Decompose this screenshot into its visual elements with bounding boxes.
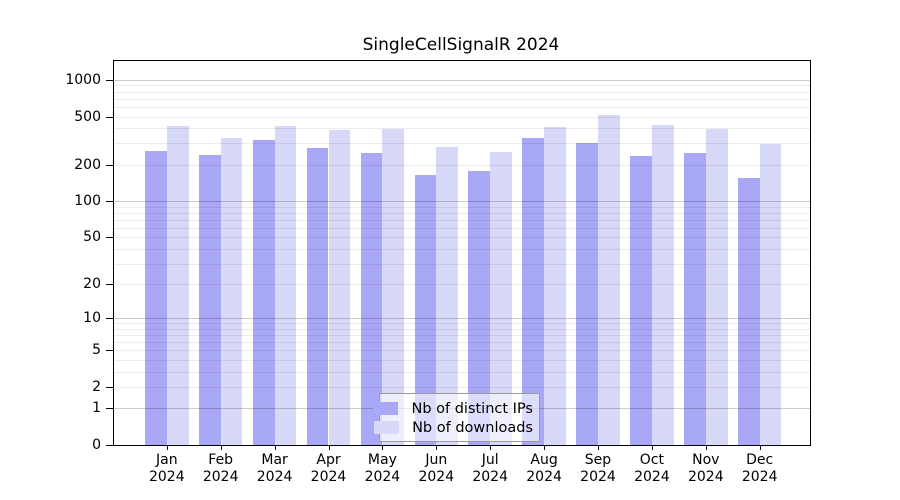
gridline-major — [114, 79, 810, 81]
gridline-minor — [114, 116, 810, 118]
bar-distinct-ips-jun — [414, 175, 437, 445]
x-axis-tick — [490, 445, 492, 450]
x-axis-tick — [274, 445, 276, 450]
x-tick-label: Oct 2024 — [634, 452, 670, 485]
legend-entry: Nb of distinct IPs — [373, 399, 533, 418]
y-tick-label: 1 — [92, 400, 101, 417]
x-tick-label: Sep 2024 — [580, 452, 616, 485]
x-axis-tick — [598, 445, 599, 450]
bar-distinct-ips-sep — [576, 143, 598, 445]
bar-distinct-ips-aug — [522, 138, 545, 445]
bar-downloads-mar — [274, 125, 297, 445]
y-axis-tick — [106, 164, 113, 166]
x-tick-label: Nov 2024 — [687, 452, 724, 485]
y-axis-tick — [106, 284, 113, 286]
x-tick-label: Mar 2024 — [256, 452, 293, 485]
y-axis-tick — [106, 350, 113, 352]
bar-downloads-aug — [544, 126, 566, 445]
y-tick-label: 500 — [74, 108, 101, 125]
gridline-minor — [114, 85, 810, 87]
bar-downloads-nov — [705, 128, 728, 445]
bar-distinct-ips-feb — [198, 154, 221, 445]
y-axis-tick — [106, 386, 113, 388]
x-axis-tick — [166, 445, 168, 450]
x-axis-tick — [544, 445, 546, 450]
x-tick-label: Feb 2024 — [202, 452, 239, 485]
bar-downloads-sep — [598, 114, 620, 445]
bar-distinct-ips-jul — [468, 171, 491, 445]
bar-downloads-jul — [490, 151, 512, 445]
y-tick-label: 10 — [83, 310, 101, 327]
x-tick-label: Apr 2024 — [310, 452, 347, 485]
x-tick-label: Jun 2024 — [418, 452, 455, 485]
x-tick-label: May 2024 — [364, 452, 401, 485]
y-tick-label: 200 — [74, 156, 101, 173]
legend: Nb of distinct IPs Nb of downloads — [373, 393, 540, 442]
x-axis-tick — [651, 445, 653, 450]
y-axis-tick — [106, 201, 113, 203]
x-tick-label: Jan 2024 — [148, 452, 185, 485]
x-axis-tick — [759, 445, 761, 450]
bar-downloads-jun — [436, 146, 459, 445]
bar-distinct-ips-may — [360, 152, 383, 445]
legend-swatch-downloads — [374, 421, 400, 434]
y-tick-label: 20 — [83, 276, 101, 293]
bar-distinct-ips-dec — [737, 178, 760, 445]
y-axis-tick — [106, 79, 113, 81]
bar-distinct-ips-mar — [252, 140, 275, 445]
gridline-minor — [114, 98, 810, 100]
bar-downloads-may — [382, 128, 405, 445]
gridline-minor — [114, 106, 810, 108]
bar-downloads-oct — [651, 124, 674, 445]
legend-label: Nb of downloads — [412, 419, 533, 436]
y-tick-label: 100 — [74, 193, 101, 210]
y-axis-tick — [106, 445, 113, 446]
bar-distinct-ips-apr — [306, 147, 329, 445]
y-axis-tick — [106, 237, 113, 239]
y-tick-label: 0 — [92, 437, 101, 453]
x-tick-label: Jul 2024 — [472, 452, 508, 485]
x-axis-tick — [220, 445, 222, 450]
bar-downloads-jan — [166, 126, 189, 445]
x-tick-label: Dec 2024 — [741, 452, 778, 485]
chart-title: SingleCellSignalR 2024 — [362, 35, 560, 55]
y-tick-label: 50 — [83, 229, 101, 246]
x-axis-tick — [705, 445, 707, 450]
y-tick-label: 1000 — [65, 71, 101, 88]
x-axis-tick — [382, 445, 384, 450]
y-axis-tick — [106, 318, 113, 320]
y-tick-label: 2 — [92, 378, 101, 395]
y-tick-label: 5 — [92, 342, 101, 359]
bar-distinct-ips-nov — [684, 153, 706, 445]
x-tick-label: Aug 2024 — [526, 452, 562, 485]
bar-downloads-apr — [328, 130, 351, 445]
legend-label: Nb of distinct IPs — [411, 400, 533, 417]
plot-area: 0 1 2 5 10 20 50 100 200 500 1000 Jan 2024 Feb 2024 M… — [65, 60, 811, 485]
x-axis-tick — [436, 445, 438, 450]
bar-downloads-feb — [220, 137, 243, 445]
bar-distinct-ips-oct — [630, 155, 652, 445]
legend-swatch-distinct-ips — [373, 402, 399, 415]
bar-downloads-dec — [759, 144, 782, 445]
gridline-minor — [114, 91, 810, 93]
x-axis-tick — [328, 445, 330, 450]
bar-distinct-ips-jan — [145, 151, 167, 445]
y-axis-tick — [106, 408, 113, 410]
y-axis-tick — [106, 116, 113, 118]
legend-entry: Nb of downloads — [374, 418, 533, 437]
